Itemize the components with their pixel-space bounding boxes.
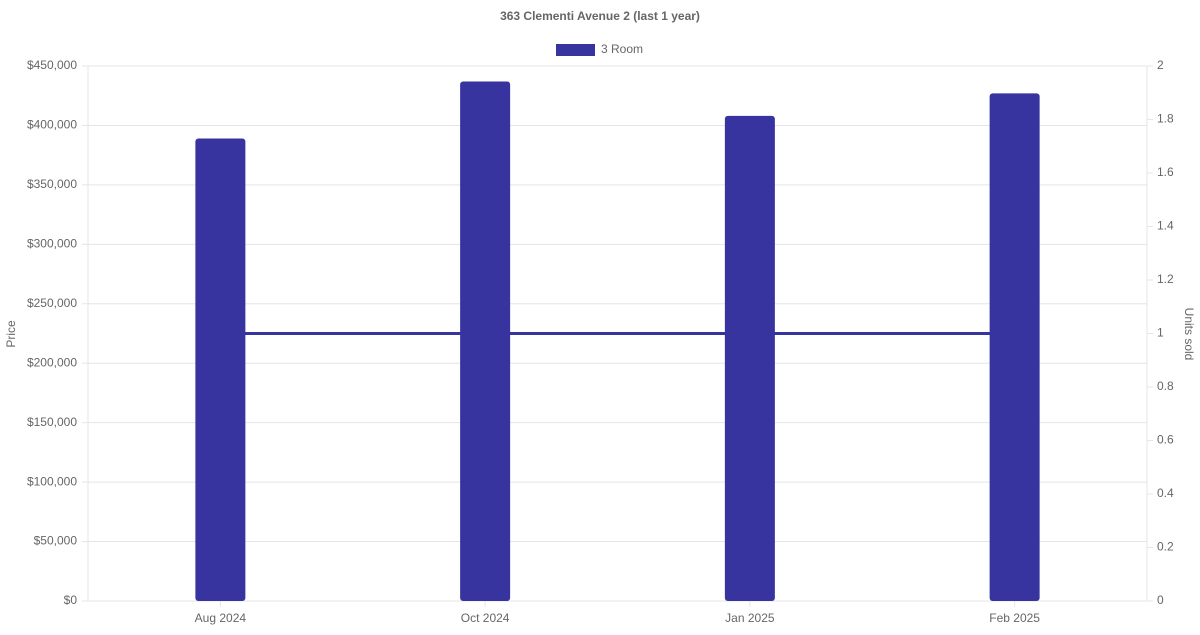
x-tick-label: Oct 2024 bbox=[461, 611, 510, 625]
legend-label: 3 Room bbox=[601, 42, 643, 56]
y2-tick-label: 0.6 bbox=[1157, 433, 1174, 447]
y-tick-label: $0 bbox=[64, 593, 78, 607]
bar bbox=[724, 115, 775, 601]
y-tick-label: $200,000 bbox=[27, 355, 77, 369]
y2-tick-label: 0 bbox=[1157, 593, 1164, 607]
x-tick-label: Feb 2025 bbox=[989, 611, 1040, 625]
bar bbox=[989, 93, 1040, 601]
y2-tick-label: 0.2 bbox=[1157, 540, 1174, 554]
y2-tick-label: 2 bbox=[1157, 58, 1164, 72]
y-tick-label: $400,000 bbox=[27, 118, 77, 132]
y2-tick-label: 1.6 bbox=[1157, 165, 1174, 179]
y-tick-label: $150,000 bbox=[27, 415, 77, 429]
y-tick-label: $50,000 bbox=[34, 534, 78, 548]
y-tick-label: $350,000 bbox=[27, 177, 77, 191]
x-tick-label: Aug 2024 bbox=[195, 611, 247, 625]
y2-tick-label: 1.4 bbox=[1157, 219, 1174, 233]
y-tick-label: $250,000 bbox=[27, 296, 77, 310]
bar bbox=[460, 81, 511, 601]
y-tick-label: $100,000 bbox=[27, 474, 77, 488]
y2-tick-label: 1.8 bbox=[1157, 112, 1174, 126]
y-tick-label: $450,000 bbox=[27, 58, 77, 72]
y2-tick-label: 1.2 bbox=[1157, 272, 1174, 286]
y-axis-label: Price bbox=[4, 320, 18, 348]
chart-title: 363 Clementi Avenue 2 (last 1 year) bbox=[500, 9, 700, 23]
y2-tick-label: 1 bbox=[1157, 326, 1164, 340]
y2-tick-label: 0.8 bbox=[1157, 379, 1174, 393]
x-tick-label: Jan 2025 bbox=[725, 611, 775, 625]
bar bbox=[195, 138, 246, 601]
y2-axis-label: Units sold bbox=[1182, 308, 1196, 361]
legend-swatch bbox=[556, 44, 595, 56]
y2-tick-label: 0.4 bbox=[1157, 486, 1174, 500]
y-tick-label: $300,000 bbox=[27, 237, 77, 251]
